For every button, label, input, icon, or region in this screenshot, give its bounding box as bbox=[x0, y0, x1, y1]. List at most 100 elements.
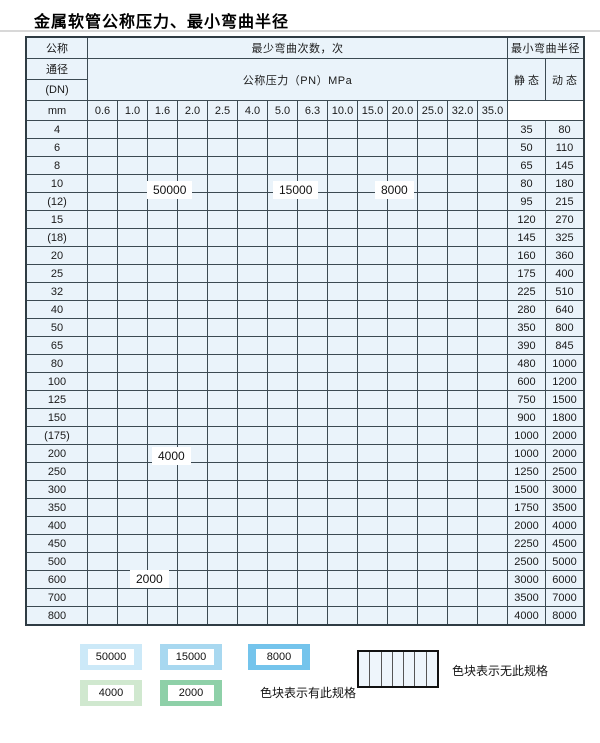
spec-cell-filled bbox=[87, 516, 118, 535]
static-radius-value: 65 bbox=[507, 156, 546, 175]
spec-cell-empty bbox=[327, 588, 358, 607]
spec-cell-filled bbox=[237, 498, 268, 517]
spec-cell-filled bbox=[267, 444, 298, 463]
dynamic-radius-value: 1000 bbox=[545, 354, 585, 373]
legend-no-spec-stripe bbox=[427, 652, 437, 686]
spec-cell-empty bbox=[447, 498, 478, 517]
spec-cell-filled bbox=[267, 264, 298, 283]
spec-cell-empty bbox=[447, 570, 478, 589]
spec-cell-empty bbox=[327, 462, 358, 481]
dn-value: 500 bbox=[25, 552, 88, 571]
spec-cell-empty bbox=[297, 372, 328, 391]
spec-cell-filled bbox=[297, 120, 328, 139]
spec-cell-filled bbox=[207, 138, 238, 157]
spec-cell-filled bbox=[147, 156, 178, 175]
spec-cell-empty bbox=[357, 516, 388, 535]
spec-cell-empty bbox=[357, 318, 388, 337]
spec-cell-filled bbox=[147, 588, 178, 607]
spec-cell-filled bbox=[207, 534, 238, 553]
spec-cell-empty bbox=[387, 480, 418, 499]
spec-cell-empty bbox=[297, 462, 328, 481]
legend-swatch-8000: 8000 bbox=[248, 644, 310, 670]
spec-cell-filled bbox=[207, 516, 238, 535]
spec-cell-filled bbox=[327, 138, 358, 157]
bend-count-header: 最少弯曲次数，次 bbox=[87, 36, 508, 59]
legend-swatch-value: 2000 bbox=[168, 685, 214, 701]
table-row: 700 3500 7000 bbox=[25, 588, 585, 607]
radius-static-header: 静 态 bbox=[507, 58, 546, 101]
pressure-col-header: 20.0 bbox=[387, 100, 418, 121]
spec-cell-empty bbox=[387, 498, 418, 517]
spec-cell-filled bbox=[117, 156, 148, 175]
spec-cell-filled bbox=[117, 426, 148, 445]
spec-cell-filled bbox=[207, 552, 238, 571]
dynamic-radius-value: 2000 bbox=[545, 426, 585, 445]
dynamic-radius-value: 400 bbox=[545, 264, 585, 283]
spec-cell-filled bbox=[237, 462, 268, 481]
grid-callout-label: 50000 bbox=[147, 181, 193, 199]
dn-value: 100 bbox=[25, 372, 88, 391]
spec-cell-filled bbox=[147, 210, 178, 229]
legend-swatch-4000: 4000 bbox=[80, 680, 142, 706]
spec-cell-filled bbox=[267, 246, 298, 265]
spec-cell-filled bbox=[87, 192, 118, 211]
spec-cell-empty bbox=[477, 282, 508, 301]
dn-header-line-4: mm bbox=[25, 100, 88, 121]
spec-cell-empty bbox=[417, 444, 448, 463]
spec-cell-empty bbox=[387, 462, 418, 481]
spec-cell-empty bbox=[387, 516, 418, 535]
spec-cell-filled bbox=[87, 210, 118, 229]
spec-cell-empty bbox=[477, 462, 508, 481]
spec-cell-empty bbox=[447, 192, 478, 211]
spec-cell-empty bbox=[357, 480, 388, 499]
pressure-header: 公称压力（PN）MPa bbox=[87, 58, 508, 101]
spec-cell-filled bbox=[327, 264, 358, 283]
dn-value: 25 bbox=[25, 264, 88, 283]
spec-cell-empty bbox=[447, 372, 478, 391]
spec-cell-empty bbox=[417, 462, 448, 481]
spec-cell-filled bbox=[417, 174, 448, 193]
static-radius-value: 95 bbox=[507, 192, 546, 211]
spec-cell-empty bbox=[387, 300, 418, 319]
spec-cell-filled bbox=[297, 300, 328, 319]
dn-value: 6 bbox=[25, 138, 88, 157]
spec-cell-filled bbox=[147, 462, 178, 481]
spec-cell-empty bbox=[357, 372, 388, 391]
spec-cell-filled bbox=[357, 264, 388, 283]
min-radius-header: 最小弯曲半径 bbox=[507, 36, 585, 59]
spec-cell-empty bbox=[447, 444, 478, 463]
spec-cell-filled bbox=[147, 318, 178, 337]
spec-cell-filled bbox=[147, 228, 178, 247]
static-radius-value: 3000 bbox=[507, 570, 546, 589]
spec-cell-empty bbox=[267, 516, 298, 535]
spec-cell-filled bbox=[87, 156, 118, 175]
dynamic-radius-value: 7000 bbox=[545, 588, 585, 607]
spec-cell-filled bbox=[117, 282, 148, 301]
pressure-col-header: 15.0 bbox=[357, 100, 388, 121]
static-radius-value: 120 bbox=[507, 210, 546, 229]
header-row-3: (DN) bbox=[25, 79, 584, 101]
spec-cell-empty bbox=[357, 588, 388, 607]
header-row-1: 公称 最少弯曲次数，次 最小弯曲半径 bbox=[25, 36, 585, 59]
static-radius-value: 1250 bbox=[507, 462, 546, 481]
spec-cell-empty bbox=[297, 498, 328, 517]
dn-value: 200 bbox=[25, 444, 88, 463]
spec-cell-filled bbox=[327, 336, 358, 355]
grid-callout-label: 8000 bbox=[375, 181, 414, 199]
spec-cell-filled bbox=[87, 552, 118, 571]
spec-cell-filled bbox=[147, 282, 178, 301]
table-row: 150 900 1800 bbox=[25, 408, 585, 427]
spec-cell-empty bbox=[447, 480, 478, 499]
dynamic-radius-value: 800 bbox=[545, 318, 585, 337]
spec-cell-empty bbox=[447, 246, 478, 265]
spec-cell-filled bbox=[177, 498, 208, 517]
grid-callout-label: 2000 bbox=[130, 570, 169, 588]
spec-cell-empty bbox=[267, 552, 298, 571]
spec-cell-filled bbox=[117, 462, 148, 481]
static-radius-value: 600 bbox=[507, 372, 546, 391]
spec-cell-filled bbox=[297, 138, 328, 157]
spec-cell-filled bbox=[297, 228, 328, 247]
spec-cell-empty bbox=[327, 390, 358, 409]
spec-cell-empty bbox=[387, 444, 418, 463]
spec-cell-filled bbox=[117, 174, 148, 193]
